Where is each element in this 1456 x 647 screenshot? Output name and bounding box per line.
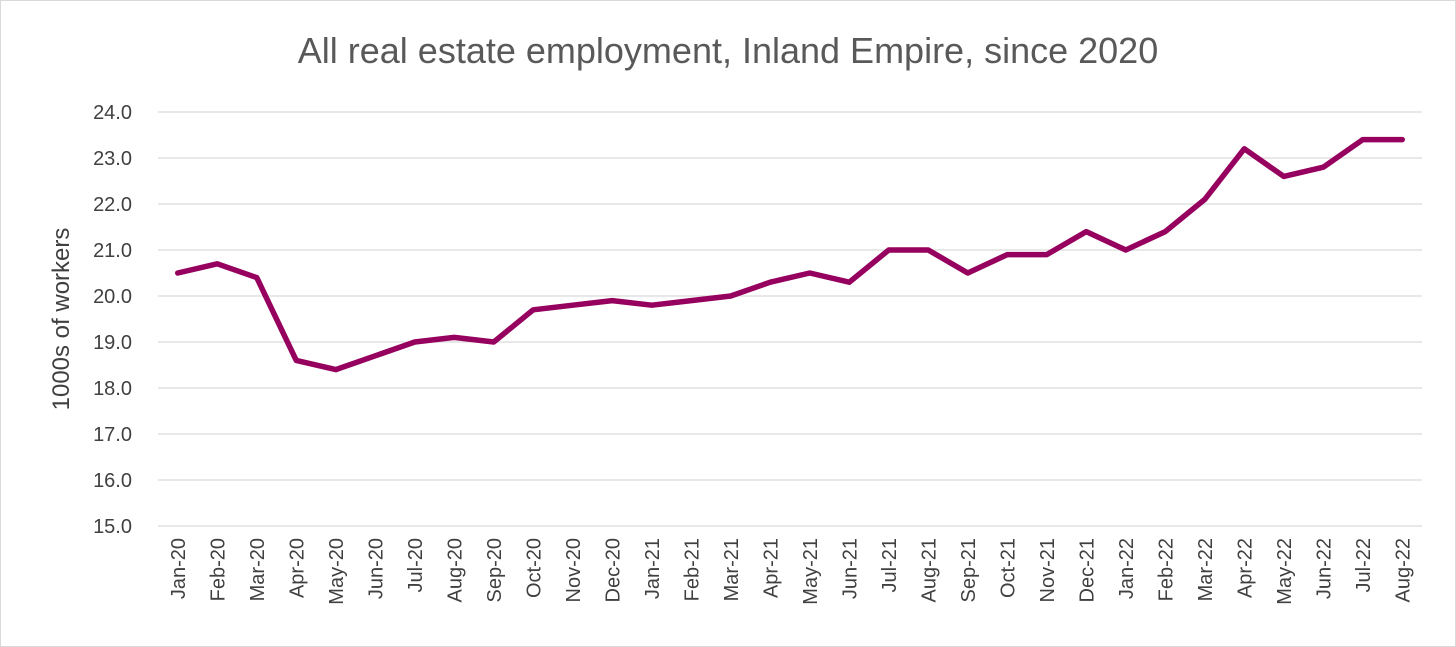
- x-tick-label: May-21: [800, 538, 822, 605]
- x-tick-label: Jul-22: [1353, 538, 1375, 592]
- x-tick-label: Aug-22: [1392, 538, 1414, 603]
- y-axis-label: 1000s of workers: [48, 228, 75, 411]
- x-tick-label: Aug-21: [918, 538, 940, 603]
- x-tick-label: Sep-20: [484, 538, 506, 603]
- x-tick-label: Jul-20: [405, 538, 427, 592]
- x-tick-label: Apr-22: [1234, 538, 1256, 598]
- x-tick-label: Feb-22: [1155, 538, 1177, 601]
- x-tick-label: Jun-21: [839, 538, 861, 599]
- x-tick-label: Nov-21: [1037, 538, 1059, 602]
- x-tick-label: Jan-20: [168, 538, 190, 599]
- y-tick-label: 22.0: [93, 194, 132, 216]
- x-tick-label: Jan-21: [642, 538, 664, 599]
- series-line: [175, 136, 1405, 373]
- chart-title: All real estate employment, Inland Empir…: [298, 30, 1158, 71]
- y-tick-label: 20.0: [93, 286, 132, 308]
- x-tick-label: Mar-20: [247, 538, 269, 601]
- x-tick-label: Apr-21: [760, 538, 782, 598]
- x-tick-label: Oct-21: [997, 538, 1019, 598]
- series-layer: [175, 136, 1405, 373]
- x-tick-label: Sep-21: [958, 538, 980, 603]
- y-tick-label: 23.0: [93, 148, 132, 170]
- x-tick-label: Feb-21: [681, 538, 703, 601]
- y-tick-label: 24.0: [93, 102, 132, 124]
- y-tick-label: 17.0: [93, 424, 132, 446]
- y-tick-labels: 15.0 16.0 17.0 18.0 19.0 20.0 21.0 22.0 23.0 24.0: [93, 102, 132, 538]
- x-tick-labels: Jan-20 Feb-20 Mar-20 Apr-20 May-20 Jun-20 Jul-…: [168, 538, 1415, 605]
- x-tick-label: Feb-20: [207, 538, 229, 601]
- y-tick-label: 15.0: [93, 516, 132, 538]
- y-tick-label: 19.0: [93, 332, 132, 354]
- x-tick-label: Nov-20: [563, 538, 585, 602]
- x-tick-label: May-22: [1274, 538, 1296, 605]
- x-tick-label: Oct-20: [523, 538, 545, 598]
- x-tick-label: Jun-22: [1313, 538, 1335, 599]
- x-tick-label: Jul-21: [879, 538, 901, 592]
- y-tick-label: 18.0: [93, 378, 132, 400]
- x-tick-label: Dec-21: [1076, 538, 1098, 602]
- x-tick-label: Dec-20: [602, 538, 624, 602]
- x-tick-label: May-20: [326, 538, 348, 605]
- y-tick-label: 21.0: [93, 240, 132, 262]
- x-tick-label: Mar-22: [1195, 538, 1217, 601]
- x-tick-label: Mar-21: [721, 538, 743, 601]
- gridlines: [158, 111, 1422, 527]
- y-tick-label: 16.0: [93, 470, 132, 492]
- x-tick-label: Jun-20: [365, 538, 387, 599]
- x-tick-label: Jan-22: [1116, 538, 1138, 599]
- x-tick-label: Apr-20: [286, 538, 308, 598]
- x-tick-label: Aug-20: [444, 538, 466, 603]
